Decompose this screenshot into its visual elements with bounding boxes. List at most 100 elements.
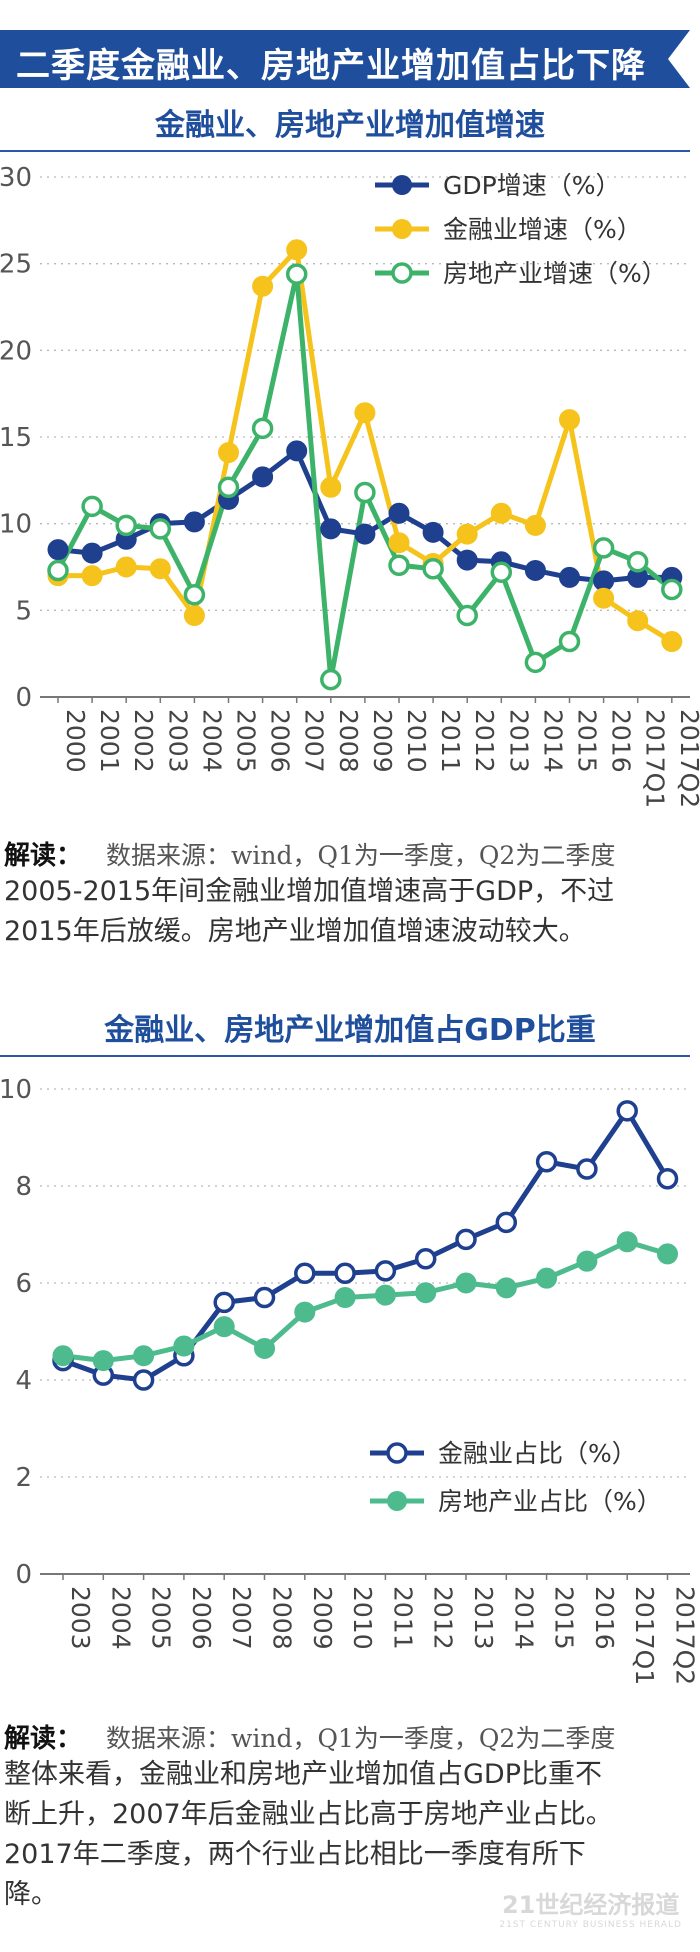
x-tick-label: 2015 [550, 1586, 579, 1650]
data-point [183, 511, 205, 533]
data-point [374, 1260, 397, 1282]
data-point [388, 554, 410, 577]
x-tick-label: 2014 [538, 709, 567, 773]
x-tick-label: 2007 [227, 1586, 256, 1650]
x-tick-label: 2011 [436, 709, 465, 773]
watermark-main: 21世纪经济报道 [501, 1891, 680, 1919]
data-point [183, 583, 206, 606]
data-point [455, 1272, 477, 1294]
x-tick-label: 2010 [348, 1586, 377, 1650]
legend-marker-0 [392, 175, 412, 195]
chart2-gdp-share: 0 2 4 6 8 10 2003 2004 2005 2006 2007 2008 2009 2010 2… [0, 1075, 700, 1685]
data-point [592, 537, 615, 559]
x-tick-label: 2004 [197, 709, 226, 773]
data-point [149, 558, 171, 580]
data-point [149, 518, 172, 540]
data-point [456, 523, 478, 545]
data-point [374, 1284, 396, 1306]
data-point [47, 559, 69, 582]
y-tick-label: 4 [15, 1366, 32, 1396]
x-tick-label: 2006 [266, 709, 295, 773]
data-point [47, 539, 69, 561]
legend-label-1: 金融业增速（%） [443, 215, 642, 244]
x-tick-label: 2008 [268, 1586, 297, 1650]
data-point [388, 532, 410, 554]
x-tick-label: 2000 [61, 709, 90, 773]
chart2-title-rule [0, 1055, 690, 1057]
data-point [251, 417, 274, 440]
data-point [490, 561, 513, 583]
data-point [661, 631, 683, 653]
chart2-title: 金融业、房地产业增加值占GDP比重 [104, 1013, 596, 1048]
y-tick-label: 15 [0, 423, 32, 453]
legend-label-0: 金融业占比（%） [438, 1439, 637, 1468]
x-tick-label: 2017Q2 [671, 1586, 700, 1685]
data-point [656, 1167, 679, 1190]
chart1-title-rule [0, 150, 690, 152]
data-point [616, 1231, 638, 1253]
note2: 解读： 数据来源：wind，Q1为一季度，Q2为二季度 整体来看，金融业和房地产业… [4, 1718, 694, 1915]
x-tick-label: 2004 [106, 1586, 135, 1650]
data-point [456, 604, 478, 627]
note1-line1: 2005-2015年间金融业增加值增速高于GDP，不过 [4, 876, 615, 907]
legend-marker-1 [387, 1491, 407, 1511]
data-point [81, 495, 103, 518]
data-point [286, 440, 308, 462]
series-line-0 [62, 1108, 670, 1383]
data-point [490, 502, 512, 524]
x-tick-label: 2006 [187, 1586, 216, 1650]
x-tick-label: 2013 [504, 709, 533, 773]
x-tick-label: 2007 [300, 709, 329, 773]
data-point [661, 578, 683, 601]
data-point [456, 549, 478, 571]
data-point [422, 557, 444, 580]
data-point [559, 409, 580, 431]
x-tick-label: 2015 [573, 709, 602, 773]
banner-title: 二季度金融业、房地产业增加值占比下降 [16, 46, 646, 86]
data-point [576, 1158, 598, 1180]
y-tick-label: 5 [15, 596, 32, 626]
data-point [524, 651, 547, 674]
data-point [593, 587, 615, 609]
note1-source: 数据来源：wind，Q1为一季度，Q2为二季度 [106, 841, 616, 870]
legend-label-0: GDP增速（%） [443, 171, 620, 200]
data-point [217, 476, 240, 499]
data-point [218, 442, 239, 464]
x-tick-label: 2005 [147, 1586, 176, 1650]
x-tick-label: 2011 [388, 1586, 417, 1650]
data-point [558, 630, 581, 653]
data-point [524, 559, 546, 581]
data-point [132, 1369, 155, 1391]
data-point [536, 1267, 558, 1289]
data-point [524, 514, 546, 536]
data-point [320, 518, 342, 540]
note1: 解读： 数据来源：wind，Q1为一季度，Q2为二季度 2005-2015年间金融… [4, 835, 694, 952]
data-point [320, 476, 342, 498]
data-point [213, 1316, 235, 1338]
x-tick-label: 2010 [402, 709, 431, 773]
legend-marker-0 [386, 1442, 408, 1464]
x-tick-label: 2002 [129, 709, 158, 773]
data-point [576, 1250, 598, 1272]
data-point [414, 1248, 437, 1270]
data-point [354, 523, 376, 545]
note2-source: 数据来源：wind，Q1为一季度，Q2为二季度 [106, 1724, 616, 1753]
y-tick-label: 10 [0, 1075, 32, 1105]
y-tick-label: 2 [15, 1463, 32, 1493]
x-tick-label: 2017Q1 [641, 709, 670, 808]
note2-line2: 断上升，2007年后金融业占比高于房地产业占比。 [4, 1799, 613, 1830]
note2-line1: 整体来看，金融业和房地产业增加值占GDP比重不 [4, 1759, 602, 1790]
x-tick-label: 2003 [163, 709, 192, 773]
data-point [92, 1350, 114, 1372]
data-point [354, 402, 376, 424]
y-tick-label: 8 [15, 1172, 32, 1202]
data-point [495, 1211, 518, 1234]
note2-head: 解读： [4, 1724, 83, 1754]
data-point [294, 1262, 316, 1285]
data-point [254, 1337, 275, 1359]
x-tick-label: 2005 [232, 709, 261, 773]
chart1-title: 金融业、房地产业增加值增速 [155, 108, 545, 143]
y-tick-label: 10 [0, 510, 32, 540]
x-tick-label: 2012 [470, 709, 499, 773]
data-point [657, 1243, 678, 1265]
